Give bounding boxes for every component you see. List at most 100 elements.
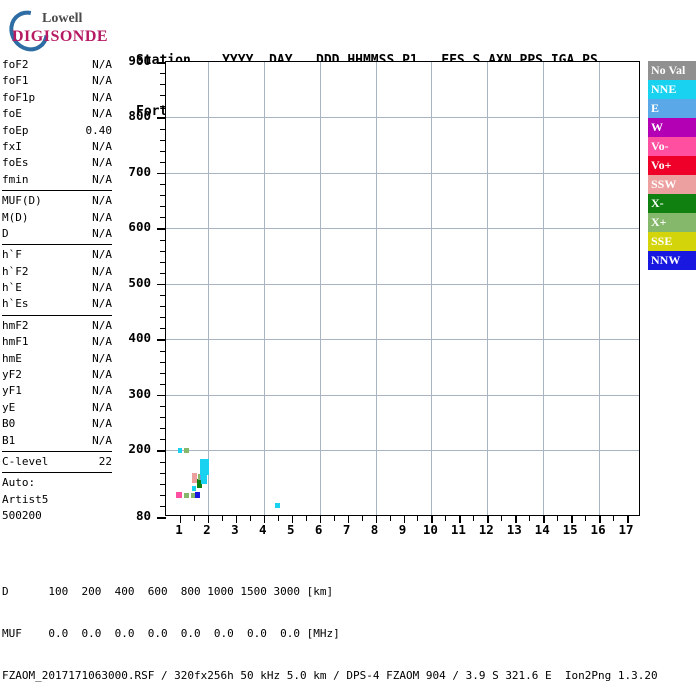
ionogram-echo-point bbox=[200, 459, 210, 476]
param-key: fxI bbox=[2, 139, 22, 153]
y-axis-minor-tick bbox=[160, 317, 166, 319]
param-key: MUF(D) bbox=[2, 194, 42, 208]
legend-item-nne[interactable]: NNE bbox=[648, 80, 696, 99]
y-axis-minor-tick bbox=[160, 383, 166, 385]
x-axis-major-tick bbox=[179, 515, 182, 523]
horizontal-gridline bbox=[166, 283, 639, 285]
y-axis-minor-tick bbox=[160, 106, 166, 108]
legend-item-nnw[interactable]: NNW bbox=[648, 251, 696, 270]
param-key: C-level bbox=[2, 454, 49, 468]
param-value: N/A bbox=[92, 351, 112, 365]
param-row-foes: foEs N/A bbox=[2, 155, 112, 171]
y-axis-minor-tick bbox=[160, 505, 166, 507]
y-axis-major-tick bbox=[157, 228, 166, 230]
x-axis-major-tick bbox=[543, 515, 545, 523]
param-group-divider bbox=[2, 190, 112, 192]
legend-item-w[interactable]: W bbox=[648, 118, 696, 137]
vertical-gridline bbox=[543, 62, 545, 515]
y-axis-minor-tick bbox=[160, 261, 166, 263]
param-value: N/A bbox=[92, 297, 112, 311]
y-axis-minor-tick bbox=[160, 306, 166, 308]
param-key: fmin bbox=[2, 172, 29, 186]
param-row-b1: B1 N/A bbox=[2, 433, 112, 449]
legend-item-vo[interactable]: Vo+ bbox=[648, 156, 696, 175]
x-axis-major-tick bbox=[459, 515, 461, 523]
param-auto-label: Auto: bbox=[2, 476, 36, 490]
vertical-gridline bbox=[207, 62, 209, 515]
x-axis-major-tick bbox=[403, 515, 405, 523]
param-row-hmf2: hmF2 N/A bbox=[2, 318, 112, 334]
logo-lowell-text: Lowell bbox=[42, 11, 83, 26]
param-group-divider bbox=[2, 314, 112, 316]
param-key: yF1 bbox=[2, 384, 22, 398]
x-axis-minor-tick bbox=[585, 515, 587, 521]
y-axis-minor-tick bbox=[160, 494, 166, 496]
param-key: M(D) bbox=[2, 210, 29, 224]
param-key: h`F2 bbox=[2, 264, 29, 278]
x-axis-tick-label: 3 bbox=[231, 522, 239, 537]
ionogram-plot-area[interactable] bbox=[157, 61, 640, 523]
x-axis-tick-label: 16 bbox=[590, 522, 606, 537]
x-axis-major-tick bbox=[291, 515, 294, 523]
legend-item-e[interactable]: E bbox=[648, 99, 696, 118]
legend-item-noval[interactable]: No Val bbox=[648, 61, 696, 80]
param-key: yE bbox=[2, 400, 16, 414]
y-axis-minor-tick bbox=[160, 372, 166, 374]
y-axis-minor-tick bbox=[160, 250, 166, 252]
y-axis-tick-label: 900 bbox=[128, 53, 151, 68]
x-axis-minor-tick bbox=[529, 515, 531, 521]
y-axis-tick-label: 400 bbox=[128, 330, 151, 346]
legend-item-x[interactable]: X+ bbox=[648, 213, 696, 232]
y-axis-minor-tick bbox=[160, 217, 166, 219]
param-value: N/A bbox=[92, 210, 112, 224]
param-value: N/A bbox=[92, 281, 112, 295]
param-row-fxi: fxI N/A bbox=[2, 139, 112, 155]
y-axis-major-tick bbox=[157, 517, 166, 519]
param-value: N/A bbox=[92, 58, 112, 71]
ionogram-echo-point bbox=[274, 503, 280, 509]
vertical-gridline bbox=[375, 62, 377, 515]
x-axis-minor-tick bbox=[473, 515, 475, 521]
y-axis-major-tick bbox=[157, 283, 166, 286]
x-axis-minor-tick bbox=[613, 515, 615, 521]
ionogram-echo-point bbox=[177, 447, 182, 453]
param-key: hmF2 bbox=[2, 318, 29, 332]
param-row-ye: yE N/A bbox=[2, 400, 112, 416]
x-axis-major-tick bbox=[207, 515, 210, 523]
legend-item-vo[interactable]: Vo- bbox=[648, 137, 696, 156]
y-axis-minor-tick bbox=[160, 483, 166, 485]
legend-item-x[interactable]: X- bbox=[648, 194, 696, 213]
ionogram-echo-point bbox=[176, 491, 183, 498]
legend-item-sse[interactable]: SSE bbox=[648, 232, 696, 251]
x-axis-tick-label: 11 bbox=[450, 522, 466, 537]
x-axis-major-tick bbox=[487, 515, 489, 523]
param-group-divider bbox=[2, 244, 112, 246]
vertical-gridline bbox=[431, 62, 433, 515]
x-axis-tick-label: 6 bbox=[314, 522, 323, 537]
y-axis-minor-tick bbox=[160, 272, 166, 274]
ionogram-echo-point bbox=[191, 485, 196, 491]
param-row-foep: foEp 0.40 bbox=[2, 123, 112, 139]
y-axis-major-tick bbox=[157, 117, 166, 119]
param-value: N/A bbox=[92, 433, 112, 447]
y-axis-tick-label: 300 bbox=[128, 385, 151, 401]
y-axis-minor-tick bbox=[160, 472, 166, 474]
param-value: N/A bbox=[92, 335, 112, 349]
param-value: 0.40 bbox=[85, 123, 113, 137]
y-axis-minor-tick bbox=[160, 95, 166, 97]
param-row-mufd: MUF(D) N/A bbox=[2, 193, 112, 209]
legend-item-ssw[interactable]: SSW bbox=[648, 175, 696, 194]
y-axis-minor-tick bbox=[160, 128, 166, 130]
param-row-hme: hmE N/A bbox=[2, 351, 112, 367]
footer-info: D 100 200 400 600 800 1000 1500 3000 [km… bbox=[2, 557, 658, 697]
param-value: N/A bbox=[92, 368, 112, 382]
ionospheric-parameters-panel: foF2 N/A foF1 N/A foF1p N/A foE N/A foEp 0.40 fxI N… bbox=[2, 57, 112, 525]
y-axis-minor-tick bbox=[160, 206, 166, 208]
x-axis-tick-label: 13 bbox=[506, 522, 522, 537]
vertical-gridline bbox=[263, 62, 265, 515]
param-value: N/A bbox=[92, 417, 112, 431]
param-key: foE bbox=[2, 107, 22, 121]
ionogram-echo-point bbox=[201, 474, 207, 484]
y-axis-major-tick bbox=[157, 62, 166, 64]
x-axis-major-tick bbox=[599, 515, 601, 523]
